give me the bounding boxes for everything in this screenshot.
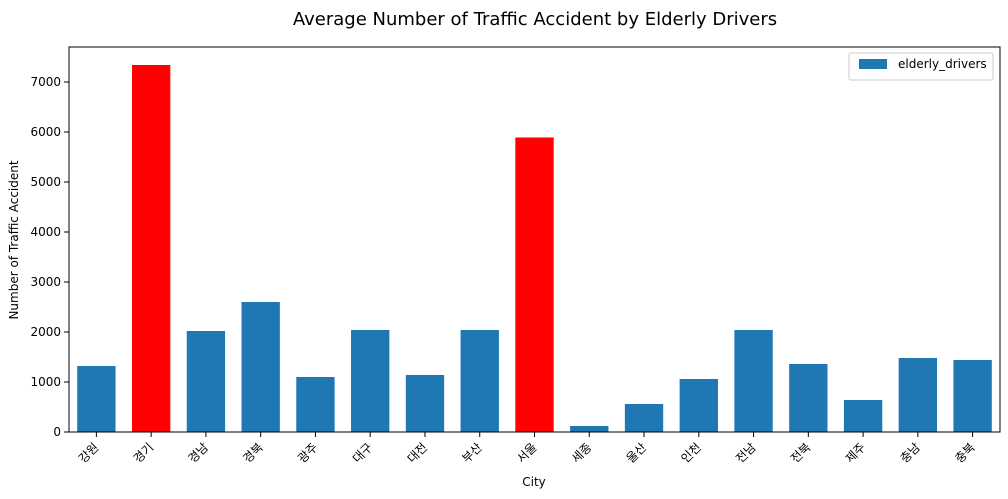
x-tick-label-2: 경기	[131, 440, 157, 466]
y-tick-label-1000: 1000	[30, 375, 61, 389]
bar-1	[77, 366, 116, 432]
y-tick-label-4000: 4000	[30, 225, 61, 239]
bar-13	[734, 330, 773, 432]
chart-title: Average Number of Traffic Accident by El…	[293, 9, 777, 30]
x-axis-label: City	[522, 475, 546, 489]
plot-area: 0 1000 2000 3000 4000 5000 6000 7000 강원 경기 경남 경북 광주 대…	[30, 65, 992, 466]
bar-15	[843, 400, 883, 432]
x-tick-label-14: 전북	[788, 440, 814, 466]
bar-4	[241, 302, 280, 432]
bar-16	[898, 358, 938, 432]
y-tick-label-6000: 6000	[30, 125, 61, 139]
y-tick-label-2000: 2000	[30, 325, 61, 339]
bar-10	[570, 426, 609, 432]
legend-swatch	[859, 59, 887, 69]
x-tick-label-10: 세종	[569, 440, 595, 466]
y-tick-label-0: 0	[53, 425, 61, 439]
bar-5	[296, 377, 335, 432]
bar-6	[351, 330, 390, 432]
bar-17	[953, 360, 992, 432]
legend-label: elderly_drivers	[898, 57, 987, 71]
legend: elderly_drivers	[848, 52, 994, 81]
y-axis-label: Number of Traffic Accident	[7, 160, 21, 319]
bar-8	[460, 330, 499, 432]
x-tick-label-11: 울산	[624, 440, 650, 466]
x-tick-label-17: 충북	[952, 440, 978, 466]
x-tick-label-5: 광주	[295, 440, 321, 466]
x-tick-label-16: 충남	[897, 440, 923, 466]
bar-7	[405, 375, 445, 432]
bar-14	[789, 364, 828, 432]
y-tick-label-5000: 5000	[30, 175, 61, 189]
x-tick-label-3: 경남	[186, 440, 212, 466]
x-tick-label-4: 경북	[240, 440, 266, 466]
x-tick-label-15: 제주	[843, 440, 869, 466]
x-tick-label-1: 강원	[76, 440, 102, 466]
x-tick-label-9: 서울	[514, 440, 540, 466]
bar-2	[131, 65, 171, 432]
x-tick-label-6: 대구	[350, 440, 376, 466]
bar-11	[624, 404, 664, 432]
y-tick-label-3000: 3000	[30, 275, 61, 289]
plot-frame	[68, 46, 1001, 433]
x-tick-label-12: 인천	[678, 440, 704, 466]
y-tick-label-7000: 7000	[30, 75, 61, 89]
bar-12	[679, 379, 718, 432]
x-tick-label-13: 전남	[733, 440, 759, 466]
x-tick-label-8: 부산	[459, 440, 485, 466]
x-tick-label-7: 대전	[405, 440, 431, 466]
bar-3	[186, 331, 226, 432]
bar-9	[515, 137, 554, 432]
